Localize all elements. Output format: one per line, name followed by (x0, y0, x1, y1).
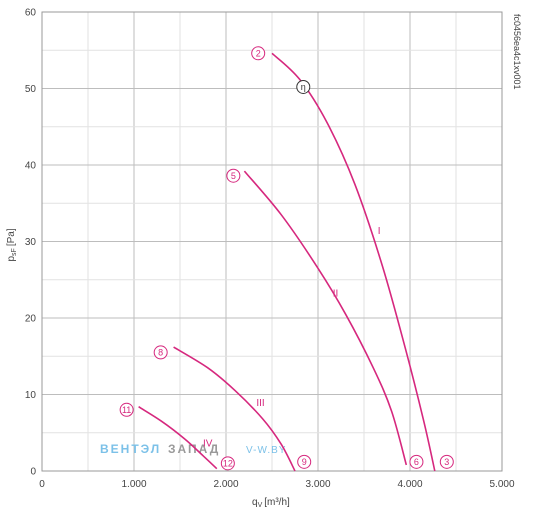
curve-label: I (378, 226, 381, 237)
marker-label: 11 (122, 405, 131, 415)
x-axis-symbol: q (252, 497, 258, 508)
y-tick-label: 20 (25, 314, 37, 325)
marker-label: 8 (158, 348, 163, 358)
x-tick-label: 4.000 (397, 479, 422, 490)
point-marker: 12 (220, 456, 235, 471)
marker-label: 6 (414, 457, 419, 467)
curve-markers: 2 η 5 8 11 12 9 6 3 (119, 46, 454, 471)
marker-circle (220, 456, 235, 471)
marker-circle (226, 168, 241, 183)
marker-label: η (301, 82, 306, 92)
y-axis-title: psF [Pa] (6, 228, 18, 261)
y-tick-label: 50 (25, 84, 37, 95)
curve-label: IV (203, 439, 213, 450)
x-tick-label: 5.000 (489, 479, 514, 490)
y-axis-subscript: sF (11, 248, 18, 256)
marker-label: 5 (231, 171, 236, 181)
watermark: ВЕНТЭЛ ЗАПАД V-W.BY (100, 442, 286, 456)
x-tick-label: 2.000 (213, 479, 238, 490)
marker-circle (409, 454, 424, 469)
marker-circle (119, 402, 134, 417)
point-marker: 8 (153, 345, 168, 360)
curve-iv (138, 406, 218, 470)
x-tick-label: 1.000 (121, 479, 146, 490)
y-tick-label: 30 (25, 237, 37, 248)
curve-ii (243, 170, 408, 466)
marker-label: 12 (223, 459, 233, 469)
efficiency-marker: η (296, 79, 311, 94)
tick-labels: 0 1.000 2.000 3.000 4.000 5.000 0 10 20 30 40 50 60 (25, 8, 515, 491)
curve-label: III (256, 398, 264, 409)
x-axis-title: qV [m³/h] (252, 497, 290, 509)
y-axis-symbol: p (6, 256, 17, 262)
watermark-part-2: ЗАПАД (168, 442, 220, 456)
marker-circle (439, 454, 454, 469)
x-axis-unit: [m³/h] (264, 497, 290, 508)
reference-code: fc0456ea4c1xv001 (512, 14, 522, 90)
marker-circle (251, 46, 266, 61)
marker-circle (153, 345, 168, 360)
y-tick-label: 60 (25, 8, 37, 19)
point-marker: 2 (251, 46, 266, 61)
point-marker: 11 (119, 402, 134, 417)
point-marker: 6 (409, 454, 424, 469)
marker-circle (297, 454, 312, 469)
curve-label: II (333, 289, 339, 300)
plot-frame (41, 11, 503, 472)
point-marker: 3 (439, 454, 454, 469)
marker-label: 9 (302, 457, 307, 467)
y-axis-unit: [Pa] (6, 228, 17, 246)
x-tick-label: 0 (39, 479, 45, 490)
marker-label: 2 (256, 49, 261, 59)
grid (42, 12, 502, 471)
point-marker: 5 (226, 168, 241, 183)
y-tick-label: 0 (30, 467, 36, 478)
x-axis-subscript: V (258, 502, 263, 509)
y-tick-label: 40 (25, 161, 37, 172)
marker-label: 3 (444, 457, 449, 467)
x-tick-label: 3.000 (305, 479, 330, 490)
point-marker: 9 (297, 454, 312, 469)
watermark-part-1: ВЕНТЭЛ (100, 442, 161, 456)
y-tick-label: 10 (25, 390, 37, 401)
curve-iii (173, 346, 296, 472)
watermark-part-3: V-W.BY (246, 445, 286, 456)
marker-circle (296, 79, 311, 94)
